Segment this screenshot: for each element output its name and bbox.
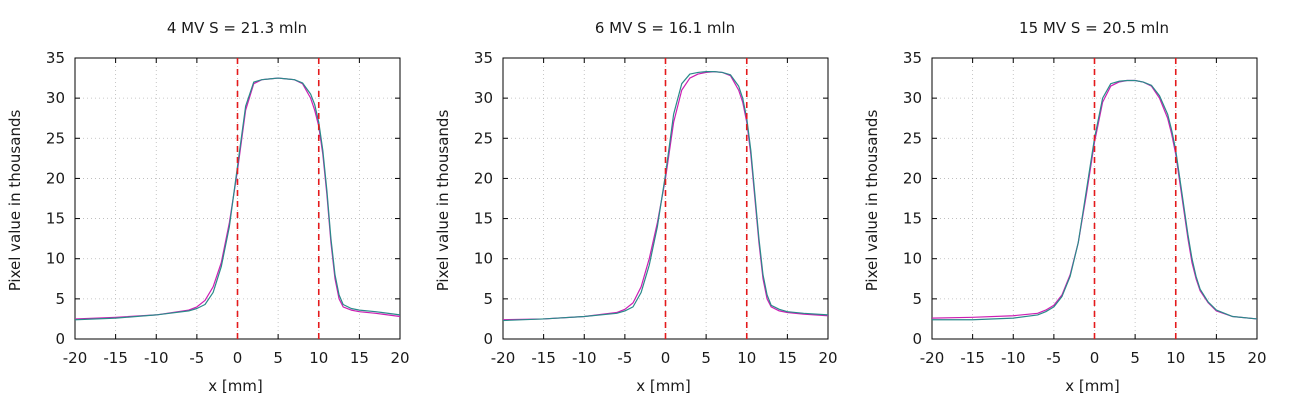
y-tick-label: 5 (912, 290, 922, 308)
x-tick-label: -5 (617, 349, 632, 367)
x-tick-label: -10 (1001, 349, 1026, 367)
chart-panel-3: 15 MV S = 20.5 mln -20 -15 -10 -5 0 5 10 15 20 0 5 1… (863, 19, 1267, 395)
y-tick-label: 30 (474, 89, 493, 107)
chart-title: 6 MV S = 16.1 mln (595, 19, 735, 37)
x-tick-label: -10 (572, 349, 597, 367)
y-tick-label: 15 (903, 210, 922, 228)
x-tick-label: 0 (233, 349, 243, 367)
x-tick-label: 10 (1166, 349, 1185, 367)
y-tick-label: 5 (55, 290, 65, 308)
y-tick-label: 30 (46, 89, 65, 107)
series-line-2 (503, 71, 828, 322)
y-tick-label: 0 (912, 330, 922, 348)
x-tick-label: -15 (531, 349, 556, 367)
x-tick-label: 15 (350, 349, 369, 367)
x-axis-label: x [mm] (1065, 377, 1120, 395)
y-tick-label: 10 (903, 250, 922, 268)
y-tick-label: 30 (903, 89, 922, 107)
x-tick-label: -20 (920, 349, 945, 367)
y-tick-label: 0 (55, 330, 65, 348)
y-tick-label: 15 (46, 210, 65, 228)
x-axis-label: x [mm] (636, 377, 691, 395)
series-line-2 (932, 79, 1257, 321)
x-tick-label: -10 (144, 349, 169, 367)
y-tick-label: 10 (46, 250, 65, 268)
x-tick-label: -20 (63, 349, 88, 367)
y-tick-label: 35 (474, 49, 493, 67)
x-tick-label: 20 (390, 349, 409, 367)
x-tick-label: 5 (1130, 349, 1140, 367)
x-tick-label: 5 (273, 349, 283, 367)
x-tick-label: -15 (103, 349, 128, 367)
y-axis-label: Pixel value in thousands (6, 110, 24, 292)
y-tick-label: 25 (474, 129, 493, 147)
x-tick-label: 10 (737, 349, 756, 367)
x-tick-label: 15 (1207, 349, 1226, 367)
x-tick-label: 0 (661, 349, 671, 367)
x-tick-label: 0 (1090, 349, 1100, 367)
x-tick-label: -20 (491, 349, 516, 367)
x-tick-label: 20 (1247, 349, 1266, 367)
y-tick-label: 20 (46, 169, 65, 187)
y-tick-label: 35 (903, 49, 922, 67)
chart-panel-2: 6 MV S = 16.1 mln -20 -15 -10 -5 0 5 10 15 20 0 5 10… (434, 19, 838, 395)
series-line-2 (75, 77, 400, 321)
x-tick-label: -5 (1046, 349, 1061, 367)
y-axis-label: Pixel value in thousands (434, 110, 452, 292)
y-tick-label: 0 (483, 330, 493, 348)
chart-title: 15 MV S = 20.5 mln (1019, 19, 1169, 37)
y-axis-label: Pixel value in thousands (863, 110, 881, 292)
x-tick-label: -5 (189, 349, 204, 367)
x-axis-label: x [mm] (208, 377, 263, 395)
x-tick-label: 5 (701, 349, 711, 367)
chart-title: 4 MV S = 21.3 mln (167, 19, 307, 37)
y-tick-label: 10 (474, 250, 493, 268)
x-tick-label: 20 (818, 349, 837, 367)
y-tick-label: 20 (474, 169, 493, 187)
x-tick-label: 15 (778, 349, 797, 367)
x-tick-label: 10 (309, 349, 328, 367)
y-tick-label: 20 (903, 169, 922, 187)
y-tick-label: 25 (46, 129, 65, 147)
y-tick-label: 35 (46, 49, 65, 67)
y-tick-label: 25 (903, 129, 922, 147)
x-tick-label: -15 (960, 349, 985, 367)
y-tick-label: 5 (483, 290, 493, 308)
y-tick-label: 15 (474, 210, 493, 228)
chart-panel-1: 4 MV S = 21.3 mln -20 -15 -10 -5 0 5 10 15 20 0 5 10… (6, 19, 410, 395)
